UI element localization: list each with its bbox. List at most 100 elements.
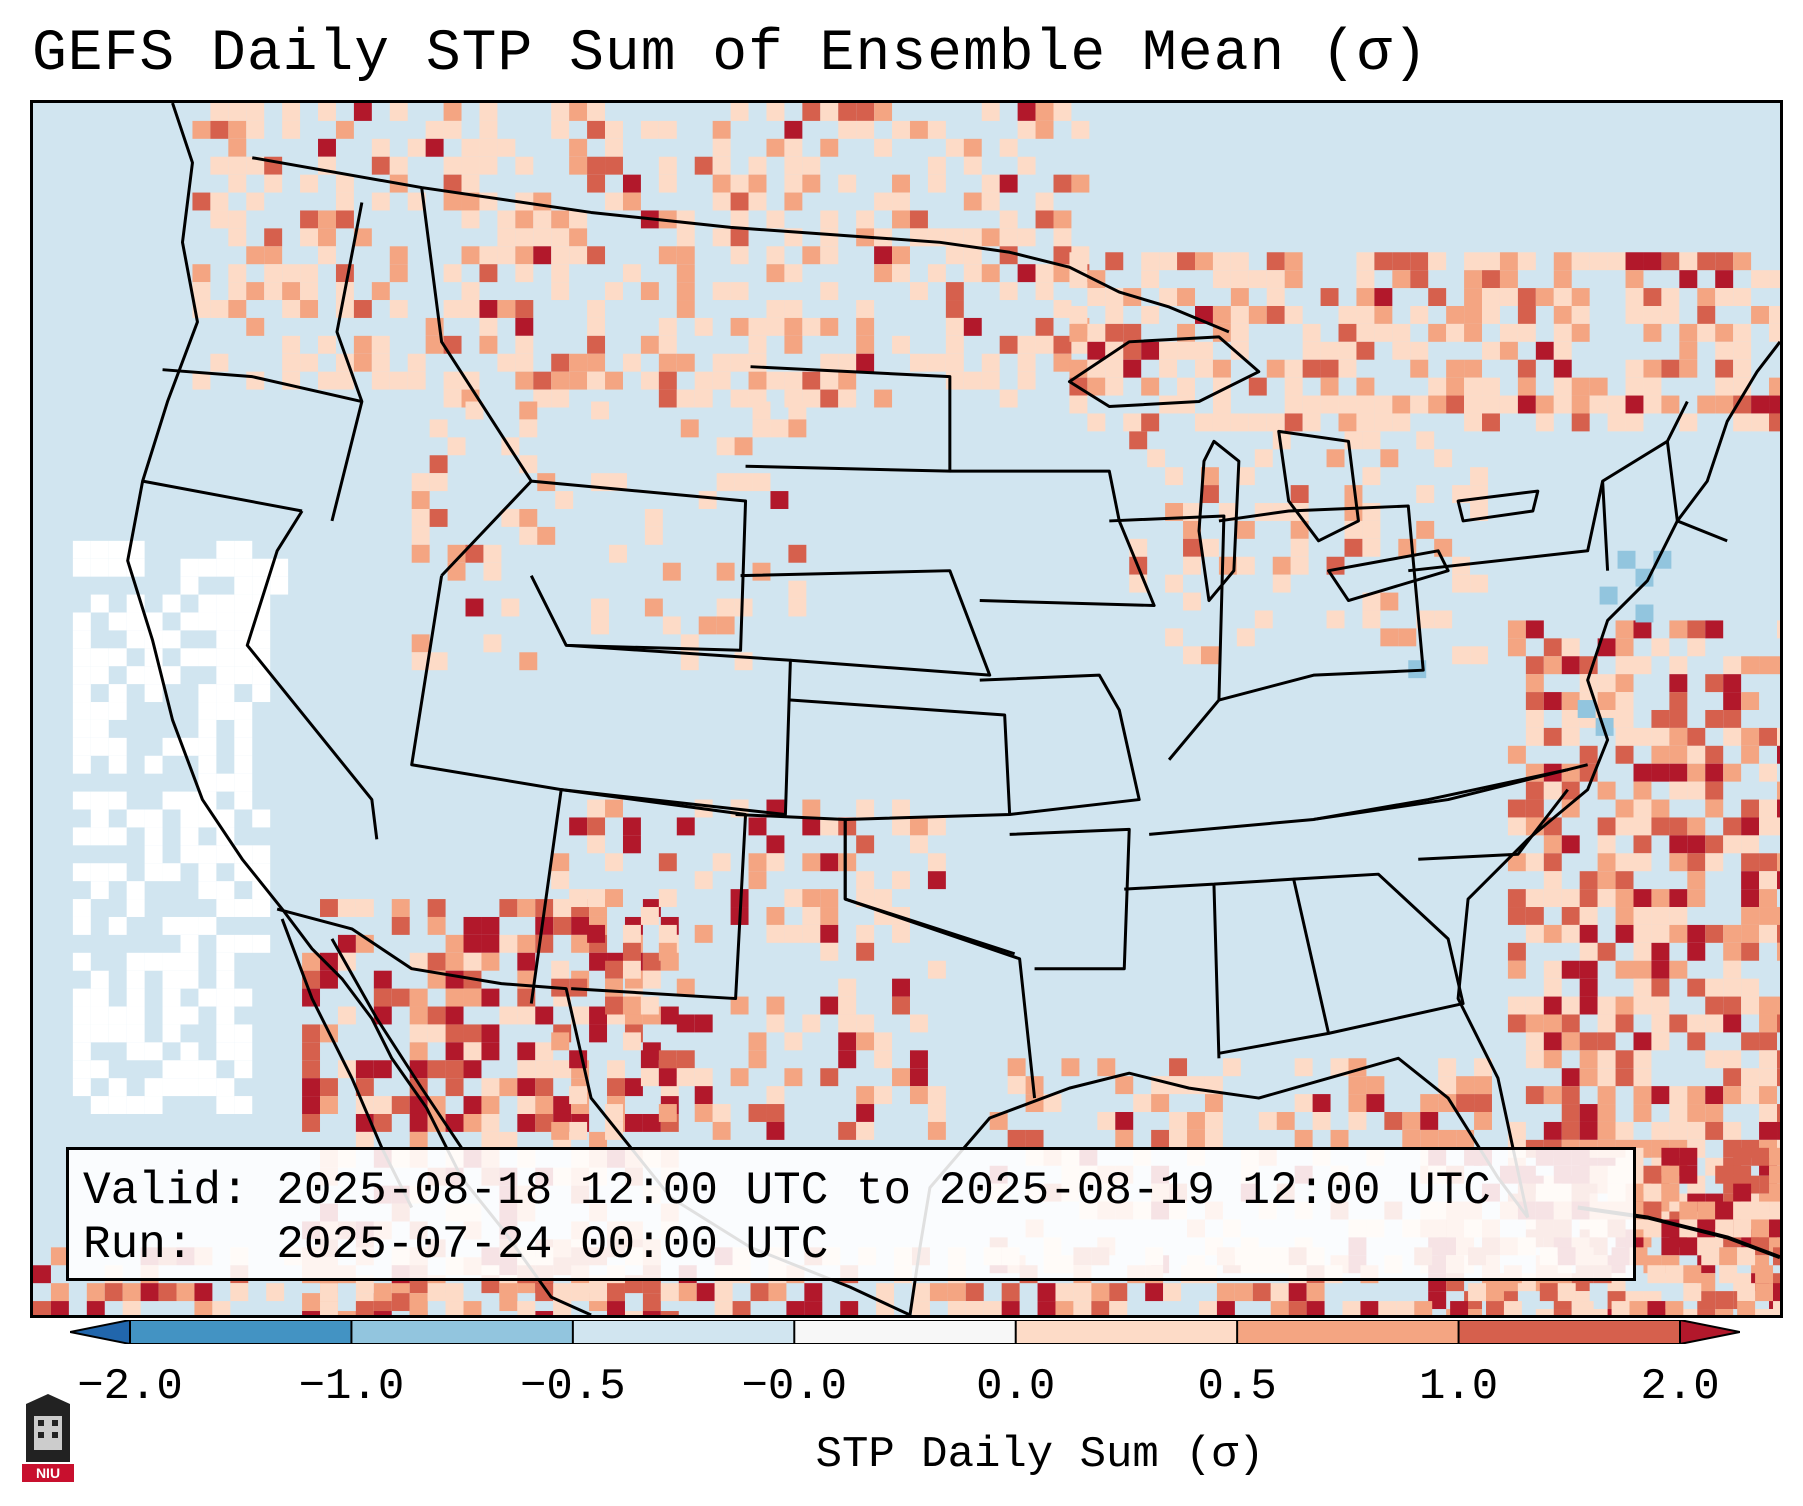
stp-cell	[750, 1283, 769, 1302]
stp-cell	[1338, 341, 1357, 360]
stp-cell	[481, 934, 500, 953]
stp-cell	[1420, 1129, 1439, 1148]
stp-cell	[1320, 288, 1339, 306]
stp-cell	[479, 156, 498, 175]
stp-cell	[752, 419, 771, 438]
stp-cell	[1115, 1112, 1134, 1130]
stp-cell	[1633, 889, 1652, 908]
stp-cell	[1643, 323, 1662, 342]
stp-cell	[1687, 763, 1706, 782]
stp-cell	[535, 1006, 554, 1025]
stp-cell	[766, 907, 785, 925]
stp-cell	[587, 317, 606, 336]
stp-cell	[569, 1121, 588, 1140]
stp-cell	[1759, 1050, 1778, 1069]
stp-cell	[445, 1042, 464, 1061]
colorbar-tick-label: 0.5	[1197, 1362, 1277, 1412]
stp-cell	[252, 558, 271, 577]
stp-cell	[252, 845, 271, 864]
stp-cell	[1525, 1014, 1544, 1033]
stp-cell	[519, 508, 538, 527]
stp-cell	[856, 1104, 875, 1122]
stp-cell	[1517, 359, 1536, 378]
stp-cell	[1414, 1301, 1433, 1315]
stp-cell	[1723, 656, 1742, 675]
stp-cell	[126, 899, 145, 917]
stp-cell	[1679, 341, 1698, 360]
stp-cell	[1105, 305, 1124, 324]
stp-cell	[1755, 1283, 1774, 1302]
stp-cell	[1687, 1121, 1706, 1140]
stp-cell	[335, 371, 354, 390]
stp-cell	[1326, 449, 1345, 468]
stp-cell	[461, 174, 480, 193]
stp-cell	[1230, 413, 1249, 432]
stp-cell	[192, 192, 211, 211]
stp-cell	[1661, 305, 1680, 324]
stp-cell	[1402, 1129, 1421, 1148]
stp-cell	[640, 1050, 659, 1069]
stp-cell	[445, 1024, 464, 1043]
stp-cell	[1248, 305, 1267, 324]
stp-cell	[820, 103, 839, 121]
stp-cell	[551, 960, 570, 979]
stp-cell	[1294, 1094, 1313, 1113]
stp-cell	[499, 1078, 518, 1097]
stp-cell	[1097, 1058, 1116, 1077]
stp-cell	[1777, 924, 1780, 943]
stp-cell	[1597, 638, 1616, 657]
stp-cell	[694, 871, 713, 890]
stp-cell	[1715, 1201, 1734, 1220]
stp-cell	[126, 1006, 145, 1025]
stp-cell	[1087, 359, 1106, 378]
stp-cell	[1669, 727, 1688, 746]
stp-cell	[108, 540, 127, 559]
stp-cell	[86, 1301, 105, 1315]
stp-cell	[1777, 799, 1780, 818]
stp-cell	[820, 138, 839, 157]
stp-cell	[551, 871, 570, 890]
stp-cell	[210, 210, 229, 229]
stp-cell	[1643, 1165, 1662, 1184]
stp-cell	[1705, 620, 1724, 639]
stp-cell	[1733, 1219, 1752, 1238]
stp-cell	[1615, 727, 1634, 746]
stp-cell	[515, 210, 534, 229]
stp-cell	[1633, 996, 1652, 1015]
stp-cell	[180, 809, 199, 828]
stp-cell	[407, 192, 426, 211]
stp-cell	[1615, 1121, 1634, 1140]
stp-cell	[445, 1113, 464, 1132]
stp-cell	[1302, 323, 1321, 342]
stp-cell	[389, 300, 408, 318]
stp-cell	[1773, 1301, 1780, 1315]
stp-cell	[624, 1311, 643, 1315]
stp-cell	[1302, 395, 1321, 414]
stp-cell	[320, 899, 338, 917]
stp-cell	[282, 103, 301, 121]
stp-cell	[945, 300, 964, 318]
stp-cell	[445, 952, 464, 971]
stp-cell	[1270, 1283, 1289, 1302]
stp-cell	[198, 863, 217, 882]
stp-cell	[371, 282, 390, 301]
stp-cell	[1571, 252, 1590, 271]
stp-cell	[1561, 656, 1580, 675]
stp-cell	[1499, 323, 1518, 342]
stp-cell	[216, 1042, 235, 1061]
stp-cell	[1599, 586, 1618, 605]
stp-cell	[587, 835, 606, 854]
stp-cell	[1535, 341, 1554, 360]
stp-cell	[1380, 449, 1399, 468]
stp-cell	[1366, 1076, 1385, 1095]
stp-cell	[605, 138, 623, 157]
stp-cell	[1579, 1050, 1598, 1069]
stp-cell	[1272, 431, 1291, 450]
stp-cell	[820, 228, 839, 247]
stp-cell	[517, 1078, 536, 1097]
stp-cell	[1777, 853, 1780, 872]
stp-cell	[162, 970, 181, 989]
stp-cell	[1741, 727, 1760, 746]
stp-cell	[1330, 1058, 1349, 1077]
stp-cell	[624, 1078, 643, 1097]
